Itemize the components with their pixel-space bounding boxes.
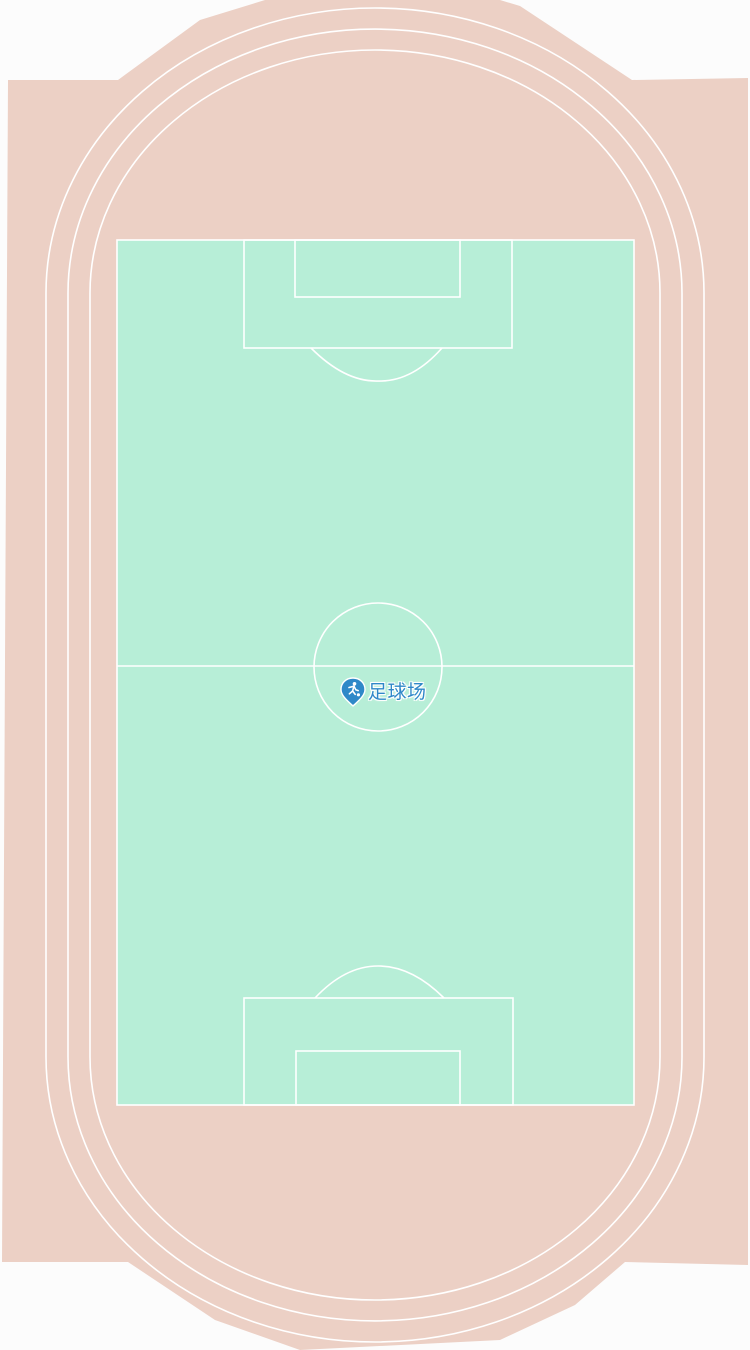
track-lane-lines [45,7,705,1343]
soccer-player-pin-icon [340,677,366,707]
track-lane-inner [89,49,661,1301]
pitch-markings [117,239,634,1106]
bottom-goal-area [295,1050,461,1106]
poi-label-text: 足球场 [368,681,427,703]
football-pitch[interactable] [116,239,635,1106]
poi-marker-football-field[interactable]: 足球场 [340,677,427,707]
track-lane-outer [45,7,705,1343]
track-lane-middle [67,28,683,1322]
top-goal-area [294,239,461,298]
centre-circle [313,602,443,732]
top-penalty-arc [310,347,443,382]
bottom-penalty-arc [314,965,445,999]
